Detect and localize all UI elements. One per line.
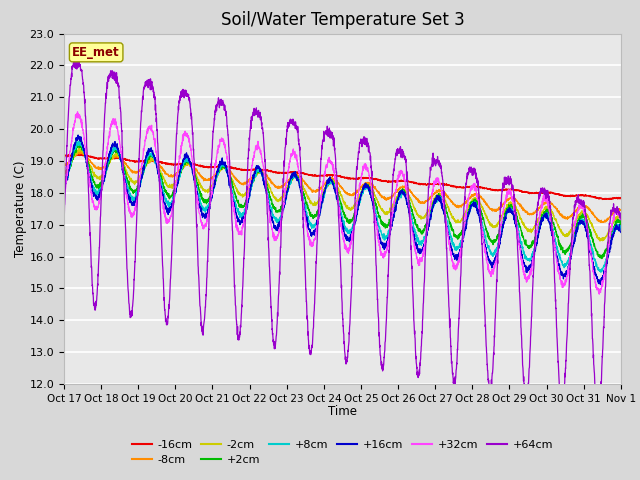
+32cm: [546, 215, 554, 220]
-2cm: [617, 214, 625, 219]
Y-axis label: Temperature (C): Temperature (C): [13, 160, 27, 257]
+8cm: [60, 181, 68, 187]
Line: +32cm: +32cm: [64, 112, 621, 294]
+8cm: [298, 191, 306, 197]
+2cm: [546, 212, 554, 217]
+16cm: [596, 282, 604, 288]
+64cm: [74, 57, 81, 62]
Text: EE_met: EE_met: [72, 46, 120, 59]
-16cm: [598, 197, 606, 203]
+16cm: [606, 242, 614, 248]
-2cm: [274, 198, 282, 204]
+32cm: [124, 200, 132, 205]
+16cm: [74, 132, 82, 138]
+16cm: [124, 189, 132, 195]
+16cm: [274, 222, 282, 228]
-8cm: [600, 219, 607, 225]
+8cm: [124, 186, 132, 192]
+8cm: [546, 216, 554, 222]
+2cm: [617, 220, 625, 226]
Line: +16cm: +16cm: [64, 135, 621, 285]
+64cm: [617, 216, 625, 222]
+64cm: [298, 185, 306, 191]
-8cm: [76, 148, 83, 154]
Title: Soil/Water Temperature Set 3: Soil/Water Temperature Set 3: [221, 11, 464, 29]
-8cm: [157, 164, 164, 169]
-16cm: [124, 157, 132, 163]
Line: -2cm: -2cm: [64, 148, 621, 241]
+64cm: [157, 213, 164, 218]
+32cm: [60, 191, 68, 197]
+64cm: [595, 412, 602, 418]
-8cm: [546, 200, 554, 206]
Line: +2cm: +2cm: [64, 144, 621, 259]
Line: +64cm: +64cm: [64, 60, 621, 415]
+16cm: [546, 221, 554, 227]
+64cm: [606, 217, 614, 223]
-16cm: [60, 152, 68, 158]
-2cm: [606, 226, 614, 232]
+8cm: [597, 269, 605, 275]
+16cm: [157, 183, 164, 189]
-2cm: [124, 172, 132, 178]
+32cm: [617, 216, 625, 221]
-16cm: [274, 170, 282, 176]
-2cm: [60, 169, 68, 175]
-2cm: [546, 207, 554, 213]
+8cm: [157, 177, 164, 182]
-2cm: [75, 145, 83, 151]
-2cm: [157, 168, 164, 174]
+8cm: [606, 242, 614, 248]
-8cm: [606, 214, 614, 219]
+16cm: [298, 193, 306, 199]
-2cm: [596, 238, 604, 244]
+2cm: [124, 179, 132, 185]
+32cm: [74, 109, 81, 115]
+8cm: [77, 137, 84, 143]
+2cm: [60, 176, 68, 182]
+2cm: [274, 208, 282, 214]
+2cm: [157, 173, 164, 179]
-8cm: [617, 207, 625, 213]
+16cm: [60, 182, 68, 188]
Legend: -16cm, -8cm, -2cm, +2cm, +8cm, +16cm, +32cm, +64cm: -16cm, -8cm, -2cm, +2cm, +8cm, +16cm, +3…: [127, 435, 557, 469]
+8cm: [617, 226, 625, 232]
+32cm: [606, 234, 614, 240]
+2cm: [606, 234, 614, 240]
-8cm: [124, 164, 132, 170]
+8cm: [274, 217, 282, 223]
+32cm: [274, 232, 282, 238]
-16cm: [606, 195, 614, 201]
+64cm: [60, 224, 68, 229]
+2cm: [298, 187, 306, 193]
-16cm: [76, 152, 84, 157]
+32cm: [157, 186, 164, 192]
+2cm: [598, 256, 605, 262]
+32cm: [298, 188, 306, 194]
Line: -8cm: -8cm: [64, 151, 621, 222]
+2cm: [75, 141, 83, 147]
-8cm: [60, 161, 68, 167]
-16cm: [298, 170, 306, 176]
-16cm: [617, 195, 625, 201]
-16cm: [546, 191, 554, 196]
+32cm: [595, 291, 603, 297]
-8cm: [274, 183, 282, 189]
-8cm: [298, 175, 306, 181]
+64cm: [546, 204, 554, 210]
-2cm: [298, 180, 306, 186]
+64cm: [124, 279, 132, 285]
+16cm: [617, 229, 625, 235]
X-axis label: Time: Time: [328, 405, 357, 418]
Line: -16cm: -16cm: [64, 155, 621, 200]
-16cm: [157, 159, 164, 165]
Line: +8cm: +8cm: [64, 140, 621, 272]
+64cm: [274, 313, 282, 319]
